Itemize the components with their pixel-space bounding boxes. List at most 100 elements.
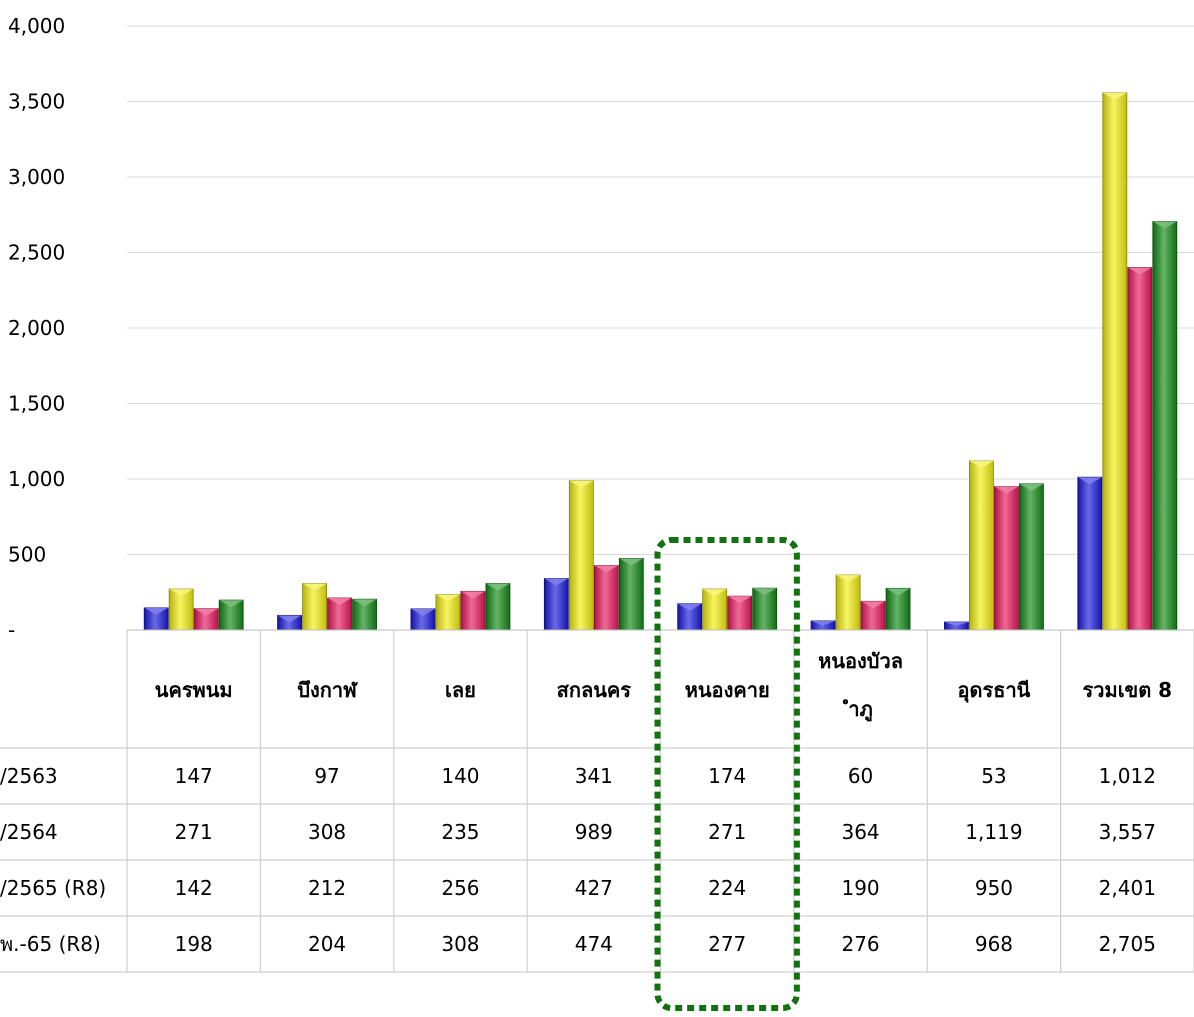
bar-cap [302,583,327,591]
data-label: 97 [314,764,339,788]
data-label: 989 [575,820,613,844]
bar-cap [594,565,619,573]
data-label: 60 [848,764,873,788]
data-label: 271 [708,820,746,844]
bar [835,574,861,631]
bar-cap [327,597,352,605]
category-label: บึงกาฬ [297,678,358,702]
bar [618,558,644,631]
bar-cap [144,607,169,615]
y-tick-label: 2,000 [8,316,65,340]
bar [485,583,511,631]
bar-cap [969,461,994,469]
series-label: /2563 [0,764,58,788]
data-label: 190 [841,876,879,900]
bar-cap [410,608,435,616]
data-label: 174 [708,764,746,788]
bar-cap [1102,92,1127,100]
bar [568,480,594,631]
data-label: 308 [441,932,479,956]
bar-cap [994,486,1019,494]
bar-cap [886,588,911,596]
data-label: 276 [841,932,879,956]
category-label: หนองบัวล [818,649,903,673]
bar-cap [352,599,377,607]
bar-cap [569,480,594,488]
data-label: 256 [441,876,479,900]
category-label: นครพนม [155,678,233,702]
y-tick-label: 3,500 [8,90,65,114]
bar-cap [485,583,510,591]
bar [1152,221,1178,631]
data-label: 224 [708,876,746,900]
data-label: 308 [308,820,346,844]
bar [168,588,194,631]
bar-cap [727,596,752,604]
data-label: 2,401 [1099,876,1156,900]
category-label: สกลนคร [557,678,632,702]
bar-cap [836,575,861,583]
bar-cap [194,608,219,616]
data-label: 198 [175,932,213,956]
bar-cap [1019,483,1044,491]
bar-cap [811,620,836,626]
bar [1102,92,1128,631]
data-label: 3,557 [1099,820,1156,844]
bar-cap [861,601,886,609]
data-label: 140 [441,764,479,788]
category-label: ำภู [842,697,872,723]
bar [302,583,327,631]
data-label: 1,012 [1099,764,1156,788]
bar-cap [619,558,644,566]
bar-cap [1127,267,1152,275]
category-label: รวมเขต 8 [1083,678,1173,702]
bar-cap [219,600,244,608]
data-label: 950 [975,876,1013,900]
data-label: 212 [308,876,346,900]
bar [543,578,569,631]
y-tick-label: - [8,618,15,642]
category-label: เลย [445,678,476,702]
bar [994,486,1019,631]
data-label: 427 [575,876,613,900]
bar [1127,267,1153,631]
y-tick-label: 4,000 [8,14,65,38]
data-label: 2,705 [1099,932,1156,956]
data-label: 142 [175,876,213,900]
bar-cap [277,615,302,623]
data-label: 364 [841,820,879,844]
data-label: 235 [441,820,479,844]
bar-cap [169,589,194,597]
bar-cap [435,594,460,602]
bar [1077,476,1103,631]
data-label: 341 [575,764,613,788]
data-label: 271 [175,820,213,844]
data-label: 147 [175,764,213,788]
series-label: /2564 [0,820,58,844]
data-label: 968 [975,932,1013,956]
bar-cap [752,588,777,596]
highlight-frame [654,537,800,1011]
data-label: 474 [575,932,613,956]
y-tick-label: 3,000 [8,165,65,189]
bar [1019,483,1044,631]
data-label: 53 [981,764,1006,788]
category-label: หนองคาย [685,678,770,702]
series-label: พ.-65 (R8) [0,932,101,956]
category-label: อุดรธานี [958,678,1031,703]
bar [969,460,994,631]
y-tick-label: 2,500 [8,241,65,265]
data-label: 204 [308,932,346,956]
bar-cap [1152,221,1177,229]
y-tick-label: 500 [8,543,46,567]
bar-cap [677,603,702,611]
series-label: /2565 (R8) [0,876,106,900]
bar-cap [1077,477,1102,485]
bar [593,565,619,631]
data-label: 277 [708,932,746,956]
bar-cap [702,589,727,597]
bar-cap [944,621,969,626]
y-tick-label: 1,000 [8,467,65,491]
